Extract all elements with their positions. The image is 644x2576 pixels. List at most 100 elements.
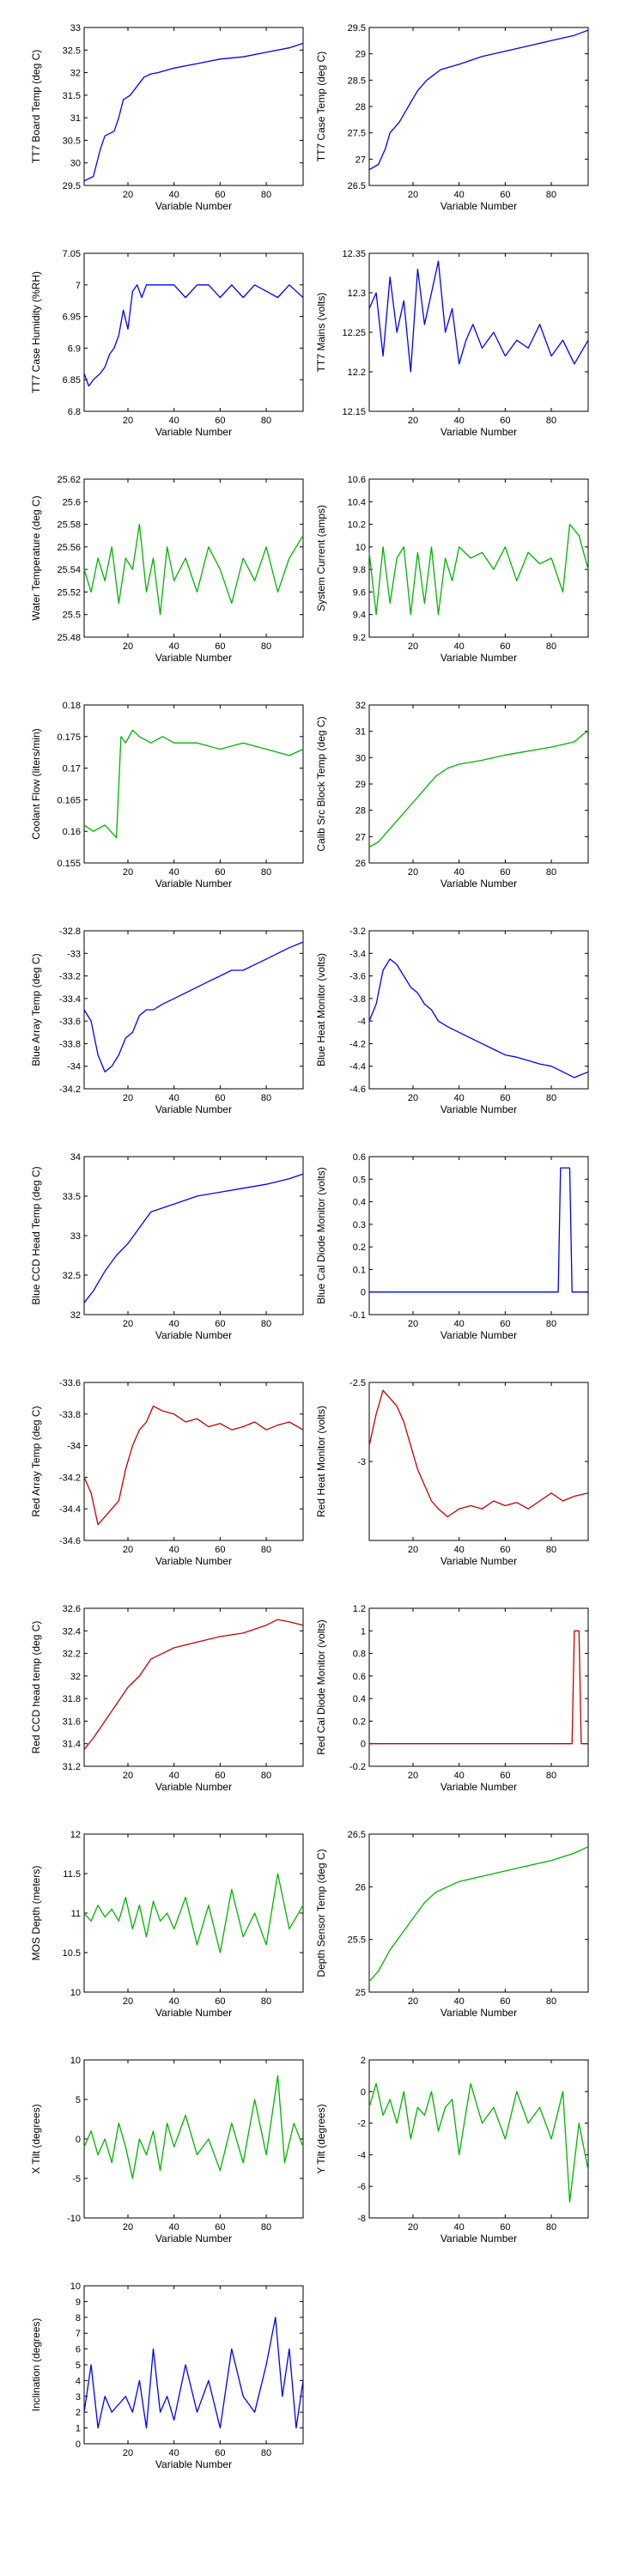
y-tick-label: 0.2 xyxy=(353,1242,366,1253)
y-tick-label: -10 xyxy=(67,2214,81,2224)
x-tick-label: 60 xyxy=(215,867,225,878)
chart-panel: -34.6-34.4-34.2-34-33.8-33.620 40 60 80Vari… xyxy=(30,1378,303,1567)
plot-frame xyxy=(369,931,588,1089)
y-tick-label: 25.5 xyxy=(63,611,81,621)
y-tick-label: -3.8 xyxy=(349,994,366,1005)
x-axis-label: Variable Number xyxy=(440,200,517,212)
x-axis-label: Variable Number xyxy=(440,652,517,664)
x-tick-label: 20 xyxy=(123,1771,133,1781)
x-axis-label: Variable Number xyxy=(155,200,232,212)
y-tick-label: -33.6 xyxy=(59,1017,81,1027)
y-tick-label: 9.4 xyxy=(353,611,366,621)
plot-frame xyxy=(369,27,588,185)
y-axis-label: System Current (amps) xyxy=(315,505,327,611)
y-axis-label: Red Array Temp (deg C) xyxy=(30,1406,42,1516)
y-tick-label: 26.5 xyxy=(348,181,366,191)
x-tick-label: 60 xyxy=(500,1771,510,1781)
x-tick-label: 40 xyxy=(454,641,465,652)
y-tick-label: 6.9 xyxy=(68,343,81,354)
y-tick-label: -4.4 xyxy=(349,1062,366,1072)
x-tick-label: 20 xyxy=(123,641,133,652)
y-tick-label: 34 xyxy=(70,1152,81,1163)
y-tick-label: 26.5 xyxy=(348,1830,366,1840)
plot-frame xyxy=(84,1382,303,1540)
y-tick-label: 10 xyxy=(355,543,366,553)
y-tick-label: -4.2 xyxy=(349,1039,366,1049)
y-tick-label: 9.8 xyxy=(353,565,366,575)
x-tick-label: 40 xyxy=(169,641,179,652)
x-axis-label: Variable Number xyxy=(155,426,232,438)
chart-panel: 1010.51111.51220 40 60 80Variable NumberMOS… xyxy=(30,1830,303,2019)
x-tick-label: 20 xyxy=(123,1319,133,1329)
y-tick-label: 0.4 xyxy=(353,1694,366,1704)
y-tick-label: 31.5 xyxy=(63,91,81,101)
x-tick-label: 40 xyxy=(454,1319,465,1329)
x-tick-label: 80 xyxy=(546,1996,556,2007)
y-tick-label: 6.85 xyxy=(63,375,81,386)
y-axis-label: Coolant Flow (liters/min) xyxy=(30,728,42,839)
x-tick-label: 60 xyxy=(215,1093,225,1103)
chart-panel: -10-5051020 40 60 80Variable NumberX Tilt (… xyxy=(30,2056,303,2245)
x-tick-label: 60 xyxy=(215,2448,225,2458)
x-axis-label: Variable Number xyxy=(155,1555,232,1567)
plot-frame xyxy=(369,2060,588,2218)
y-tick-label: -3 xyxy=(357,1457,366,1467)
y-tick-label: 0 xyxy=(361,1288,366,1298)
y-tick-label: 9 xyxy=(76,2297,81,2307)
x-tick-label: 20 xyxy=(408,190,418,200)
x-axis-label: Variable Number xyxy=(155,2233,232,2245)
y-axis-label: TT7 Case Humidity (%RH) xyxy=(30,271,42,393)
x-tick-label: 80 xyxy=(261,416,271,426)
y-tick-label: 32.4 xyxy=(63,1626,81,1637)
y-tick-label: 29 xyxy=(355,50,366,60)
plot-frame xyxy=(84,1834,303,1992)
x-tick-label: 80 xyxy=(546,1545,556,1555)
x-axis-label: Variable Number xyxy=(440,1781,517,1793)
x-tick-label: 80 xyxy=(546,1093,556,1103)
plot-frame xyxy=(369,1834,588,1992)
y-tick-label: 0.16 xyxy=(63,827,81,837)
x-tick-label: 60 xyxy=(215,2222,225,2233)
x-tick-label: 40 xyxy=(454,1771,465,1781)
chart-panel: 2525.52626.520 40 60 80Variable NumberDepth… xyxy=(315,1830,588,2019)
y-axis-label: Calib Src Block Temp (deg C) xyxy=(315,716,327,851)
y-tick-label: 33 xyxy=(70,1231,81,1242)
x-axis-label: Variable Number xyxy=(155,652,232,664)
chart-panel: -8-6-4-20220 40 60 80Variable NumberY Tilt … xyxy=(315,2056,588,2245)
y-tick-label: 1 xyxy=(76,2424,81,2434)
plot-frame xyxy=(369,253,588,411)
y-tick-label: 10 xyxy=(70,2056,81,2066)
y-tick-label: 32 xyxy=(70,1672,81,1682)
y-tick-label: -8 xyxy=(357,2214,366,2224)
x-tick-label: 20 xyxy=(408,1093,418,1103)
y-tick-label: 7.05 xyxy=(63,249,81,259)
plot-frame xyxy=(369,1382,588,1540)
chart-panel: 0.1550.160.1650.170.1750.1820 40 60 80Varia… xyxy=(30,701,303,890)
y-tick-label: 0.4 xyxy=(353,1198,366,1208)
chart-panel: 29.5 30 30.5 31 31.5 32 32.5 33 20 40 60 80 Variable… xyxy=(30,23,303,212)
chart-panel: 12.1512.212.2512.312.3520 40 60 80Variable … xyxy=(315,249,588,438)
y-tick-label: 1 xyxy=(361,1626,366,1637)
y-tick-label: -34 xyxy=(67,1062,81,1072)
y-tick-label: 30 xyxy=(355,753,366,763)
x-tick-label: 40 xyxy=(169,416,179,426)
y-axis-label: TT7 Board Temp (deg C) xyxy=(30,50,42,164)
x-tick-label: 40 xyxy=(169,190,179,200)
x-axis-label: Variable Number xyxy=(440,2233,517,2245)
y-tick-label: 29.5 xyxy=(348,23,366,33)
x-tick-label: 40 xyxy=(169,1319,179,1329)
y-tick-label: -3.6 xyxy=(349,972,366,982)
plot-frame xyxy=(84,479,303,637)
x-tick-label: 20 xyxy=(408,867,418,878)
y-tick-label: 0.1 xyxy=(353,1265,366,1275)
plot-frame xyxy=(84,2060,303,2218)
y-tick-label: 10 xyxy=(70,2281,81,2292)
plot-frame xyxy=(84,705,303,863)
y-tick-label: 12.35 xyxy=(342,249,366,259)
y-tick-label: 27 xyxy=(355,832,366,842)
x-axis-label: Variable Number xyxy=(155,1103,232,1115)
y-axis-label: TT7 Mains (volts) xyxy=(315,293,327,373)
y-tick-label: 0.6 xyxy=(353,1672,366,1682)
y-tick-label: 10.2 xyxy=(348,520,366,531)
y-tick-label: 25.58 xyxy=(57,520,81,531)
